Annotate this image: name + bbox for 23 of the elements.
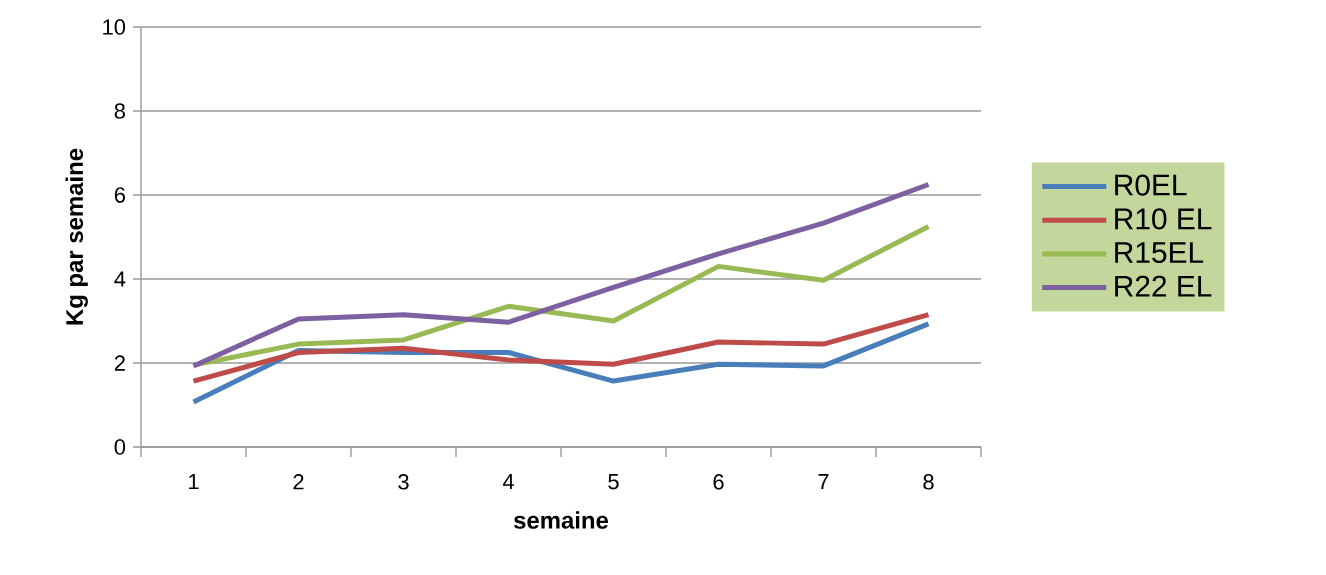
- x-axis-title: semaine: [514, 511, 609, 529]
- x-tick-label: 3: [398, 474, 409, 490]
- y-axis-title: Kg par semaine: [65, 148, 88, 325]
- line-series: [191, 182, 931, 369]
- x-tick-label: 6: [713, 474, 724, 490]
- x-tick-label: 7: [818, 474, 829, 490]
- line-series: [191, 224, 931, 368]
- y-tick-label: 8: [114, 103, 125, 119]
- y-tick-label: 6: [114, 187, 125, 203]
- legend-label: R15EL: [1115, 242, 1204, 263]
- x-tick-label: 5: [608, 474, 619, 490]
- x-tick-label: 8: [923, 474, 934, 490]
- x-tick-label: 2: [293, 474, 304, 490]
- y-tick-label: 2: [114, 355, 125, 371]
- x-tick-label: 1: [189, 474, 199, 490]
- legend-label: R10 EL: [1115, 208, 1212, 230]
- y-tick-label: 0: [114, 439, 126, 455]
- x-tick-label: 4: [502, 474, 514, 490]
- legend-label: R0EL: [1115, 174, 1187, 196]
- y-tick-label: 10: [103, 19, 126, 35]
- y-tick-label: 4: [114, 271, 126, 287]
- legend-label: R22 EL: [1115, 275, 1212, 297]
- line-series: [191, 312, 931, 384]
